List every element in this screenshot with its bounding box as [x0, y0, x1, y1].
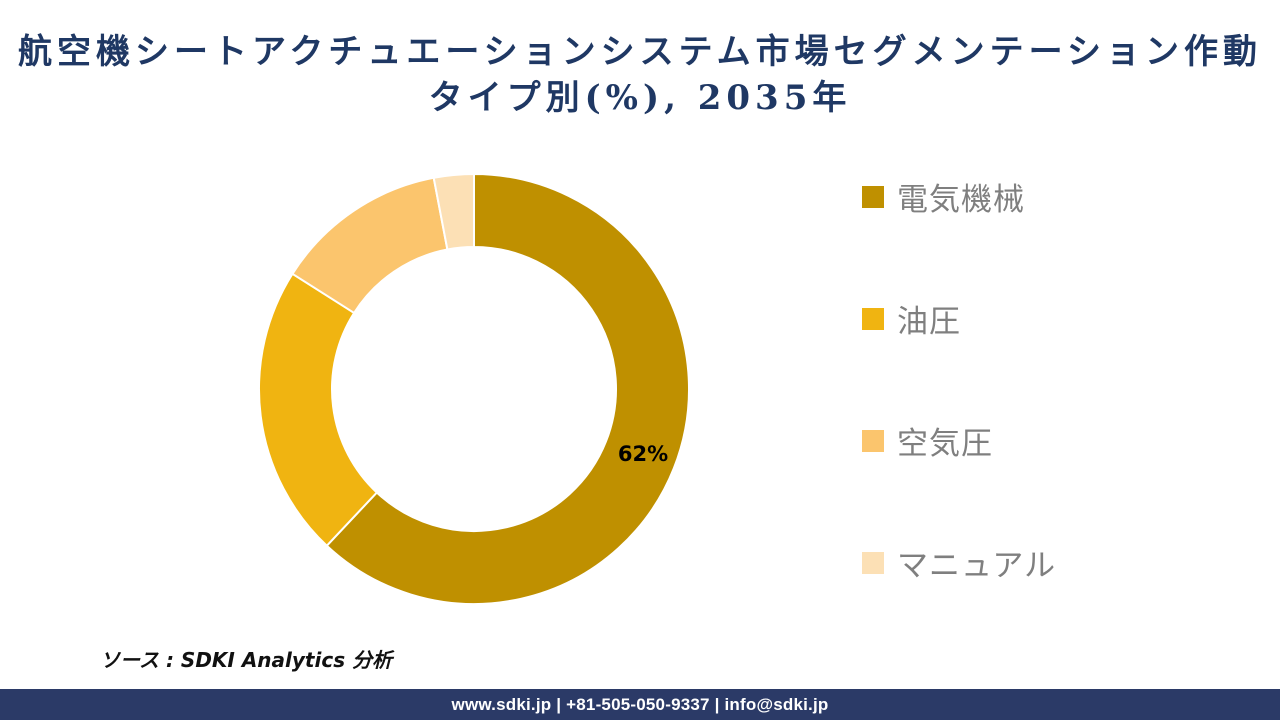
data-label: 62% [617, 442, 669, 466]
legend-item-hydraulic: 油圧 [862, 298, 1056, 339]
footer-contact: www.sdki.jp | +81-505-050-9337 | info@sd… [451, 694, 829, 714]
legend: 電気機械 油圧 空気圧 マニュアル [862, 176, 1056, 583]
legend-label: 電気機械 [897, 182, 1025, 217]
legend-item-pneumatic: 空気圧 [862, 420, 1056, 461]
source-note: ソース : SDKI Analytics 分析 [100, 648, 393, 672]
footer-bar: www.sdki.jp | +81-505-050-9337 | info@sd… [0, 689, 1280, 720]
legend-label: 空気圧 [897, 426, 993, 461]
donut-svg [258, 173, 690, 605]
legend-item-manual: マニュアル [862, 542, 1056, 583]
legend-swatch [862, 429, 884, 452]
donut-segment [325, 173, 690, 605]
donut-chart: 62% [258, 173, 690, 605]
legend-label: 油圧 [897, 304, 961, 339]
legend-swatch [862, 551, 884, 574]
chart-title: 航空機シートアクチュエーションシステム市場セグメンテーション作動 タイプ別(%)… [18, 32, 1262, 118]
legend-item-electromechanical: 電気機械 [862, 176, 1056, 217]
legend-swatch [862, 185, 884, 208]
donut-segment [432, 173, 475, 251]
legend-label: マニュアル [897, 548, 1057, 583]
donut-segment [258, 272, 379, 548]
legend-swatch [862, 307, 884, 330]
